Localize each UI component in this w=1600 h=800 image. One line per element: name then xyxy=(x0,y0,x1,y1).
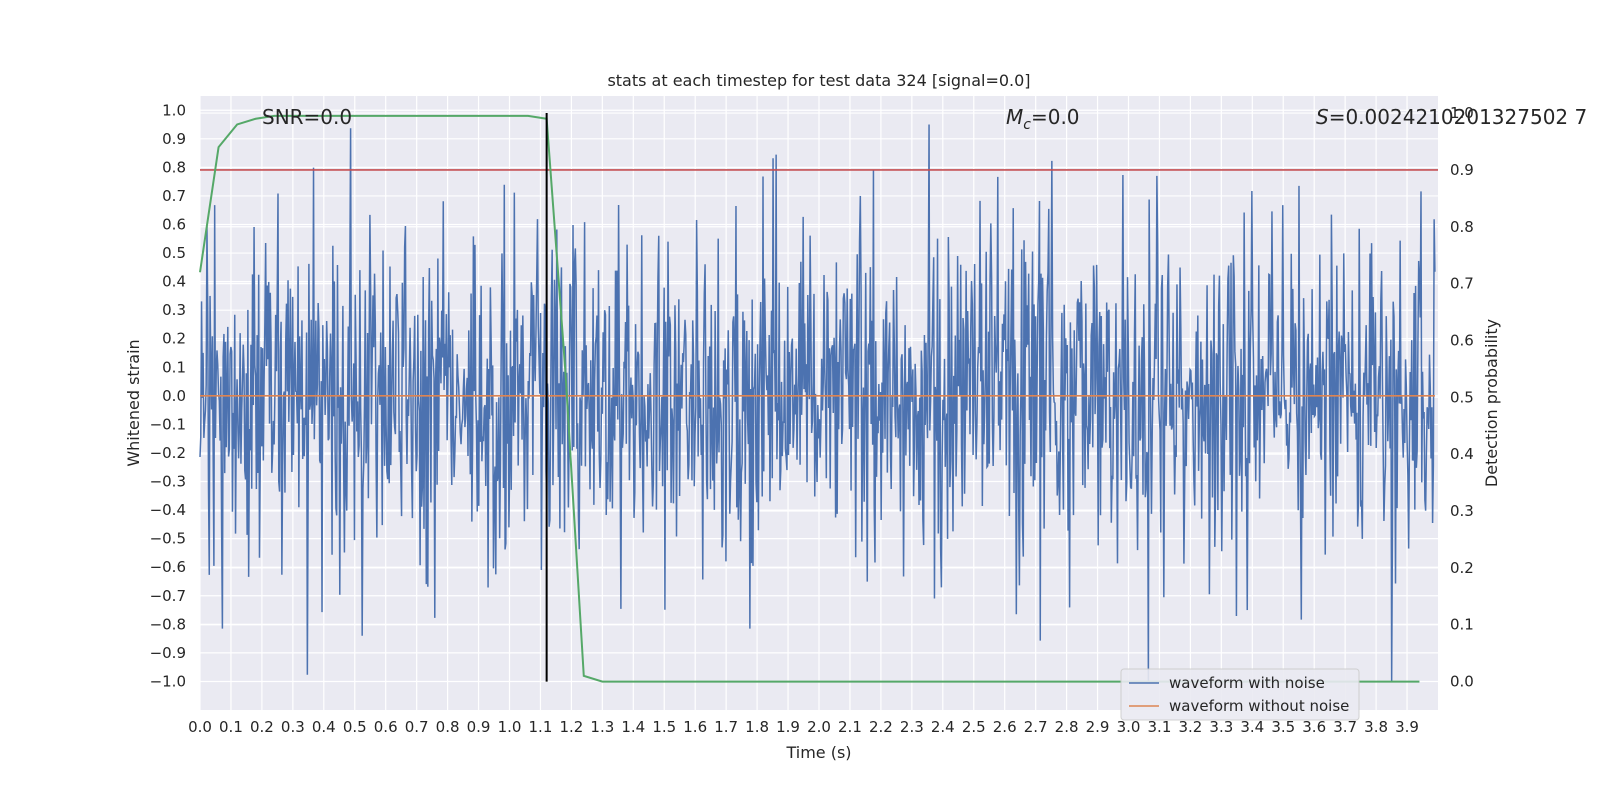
legend-label-noise: waveform with noise xyxy=(1169,674,1325,692)
annotation-s: S=0.0024210201327502 7 xyxy=(1316,105,1587,129)
y-right-tick-label: 0.0 xyxy=(1450,673,1474,691)
y-left-tick-label: 0.4 xyxy=(162,273,186,291)
x-tick-label: 3.2 xyxy=(1178,718,1202,736)
waveform-with-noise-line xyxy=(199,124,1436,682)
y-right-tick-label: 0.3 xyxy=(1450,502,1474,520)
x-tick-label: 3.9 xyxy=(1395,718,1419,736)
y-right-tick-label: 0.5 xyxy=(1450,388,1474,406)
y-left-tick-label: 0.8 xyxy=(162,158,186,176)
x-tick-label: 0.7 xyxy=(405,718,429,736)
x-tick-label: 2.7 xyxy=(1024,718,1048,736)
annotation-mc-symbol: M xyxy=(1006,105,1023,129)
y-left-tick-label: 0.6 xyxy=(162,216,186,234)
y-axis-right-label: Detection probability xyxy=(1482,319,1501,487)
x-tick-label: 0.5 xyxy=(343,718,367,736)
x-tick-label: 1.9 xyxy=(776,718,800,736)
annotation-mc: Mc=0.0 xyxy=(1006,105,1080,133)
annotation-snr: SNR=0.0 xyxy=(262,105,352,129)
x-tick-label: 0.6 xyxy=(374,718,398,736)
y-left-tick-label: −0.4 xyxy=(150,501,186,519)
x-tick-label: 2.5 xyxy=(962,718,986,736)
annotation-mc-value: =0.0 xyxy=(1031,105,1080,129)
chart-title: stats at each timestep for test data 324… xyxy=(607,71,1030,90)
x-tick-label: 1.8 xyxy=(745,718,769,736)
y-left-tick-label: 0.7 xyxy=(162,187,186,205)
x-tick-label: 2.3 xyxy=(900,718,924,736)
y-left-tick-label: −0.2 xyxy=(150,444,186,462)
x-tick-label: 1.2 xyxy=(559,718,583,736)
y-left-tick-label: −0.8 xyxy=(150,615,186,633)
legend: waveform with noise waveform without noi… xyxy=(1120,668,1360,721)
y-left-tick-label: −1.0 xyxy=(150,672,186,690)
y-right-tick-label: 0.8 xyxy=(1450,218,1474,236)
x-tick-label: 3.3 xyxy=(1209,718,1233,736)
annotation-s-symbol: S xyxy=(1316,105,1329,129)
y-left-tick-label: 0.9 xyxy=(162,130,186,148)
x-tick-label: 3.7 xyxy=(1333,718,1357,736)
legend-label-clean: waveform without noise xyxy=(1169,697,1349,715)
x-tick-label: 3.8 xyxy=(1364,718,1388,736)
y-left-tick-label: −0.9 xyxy=(150,644,186,662)
y-axis-left-label: Whitened strain xyxy=(124,339,143,466)
x-tick-label: 0.8 xyxy=(436,718,460,736)
x-tick-label: 1.7 xyxy=(714,718,738,736)
y-left-tick-label: 0.0 xyxy=(162,387,186,405)
y-right-tick-label: 0.4 xyxy=(1450,445,1474,463)
x-tick-label: 2.6 xyxy=(993,718,1017,736)
x-tick-label: 0.3 xyxy=(281,718,305,736)
y-right-tick-label: 0.2 xyxy=(1450,559,1474,577)
x-tick-label: 0.4 xyxy=(312,718,336,736)
x-tick-label: 3.6 xyxy=(1302,718,1326,736)
x-tick-label: 1.4 xyxy=(621,718,645,736)
y-left-tick-label: −0.1 xyxy=(150,415,186,433)
x-tick-label: 3.1 xyxy=(1148,718,1172,736)
x-tick-label: 3.4 xyxy=(1240,718,1264,736)
y-axis-right-ticks: 1.0 0.9 0.8 0.7 0.6 0.5 0.4 0.3 0.2 0.1 0.0 xyxy=(1450,104,1474,691)
x-tick-label: 2.9 xyxy=(1086,718,1110,736)
legend-box xyxy=(1120,668,1360,721)
y-left-tick-label: −0.6 xyxy=(150,558,186,576)
y-right-tick-label: 0.1 xyxy=(1450,616,1474,634)
y-left-tick-label: −0.3 xyxy=(150,473,186,491)
annotation-mc-subscript: c xyxy=(1023,117,1031,133)
x-axis-label: Time (s) xyxy=(785,743,851,762)
x-tick-label: 0.0 xyxy=(188,718,212,736)
x-tick-label: 1.1 xyxy=(529,718,553,736)
y-right-tick-label: 0.7 xyxy=(1450,275,1474,293)
y-left-tick-label: 0.1 xyxy=(162,358,186,376)
x-tick-label: 2.8 xyxy=(1055,718,1079,736)
x-tick-label: 1.0 xyxy=(498,718,522,736)
waveform-with-noise-series xyxy=(199,124,1436,682)
y-axis-left-ticks: 1.0 0.9 0.8 0.7 0.6 0.5 0.4 0.3 0.2 0.1 0.0 −0.1 −0.… xyxy=(150,101,186,690)
x-tick-label: 2.2 xyxy=(869,718,893,736)
annotation-s-value: =0.0024210201327502 7 xyxy=(1329,105,1588,129)
x-tick-label: 2.0 xyxy=(807,718,831,736)
x-tick-label: 3.0 xyxy=(1117,718,1141,736)
x-tick-label: 0.2 xyxy=(250,718,274,736)
x-tick-label: 1.3 xyxy=(590,718,614,736)
y-left-tick-label: 0.3 xyxy=(162,301,186,319)
y-left-tick-label: 1.0 xyxy=(162,101,186,119)
x-tick-label: 3.5 xyxy=(1271,718,1295,736)
x-tick-label: 1.5 xyxy=(652,718,676,736)
x-tick-label: 2.1 xyxy=(838,718,862,736)
x-axis-ticks: 0.0 0.1 0.2 0.3 0.4 0.5 0.6 0.7 0.8 0.9 1.0 1.1 1.2 1… xyxy=(188,718,1419,736)
y-left-tick-label: −0.5 xyxy=(150,530,186,548)
y-right-tick-label: 1.0 xyxy=(1450,104,1474,122)
x-tick-label: 2.4 xyxy=(931,718,955,736)
y-left-tick-label: −0.7 xyxy=(150,587,186,605)
y-left-tick-label: 0.2 xyxy=(162,330,186,348)
y-left-tick-label: 0.5 xyxy=(162,244,186,262)
x-tick-label: 1.6 xyxy=(683,718,707,736)
x-tick-label: 0.1 xyxy=(219,718,243,736)
y-right-tick-label: 0.6 xyxy=(1450,331,1474,349)
y-right-tick-label: 0.9 xyxy=(1450,161,1474,179)
x-tick-label: 0.9 xyxy=(467,718,491,736)
